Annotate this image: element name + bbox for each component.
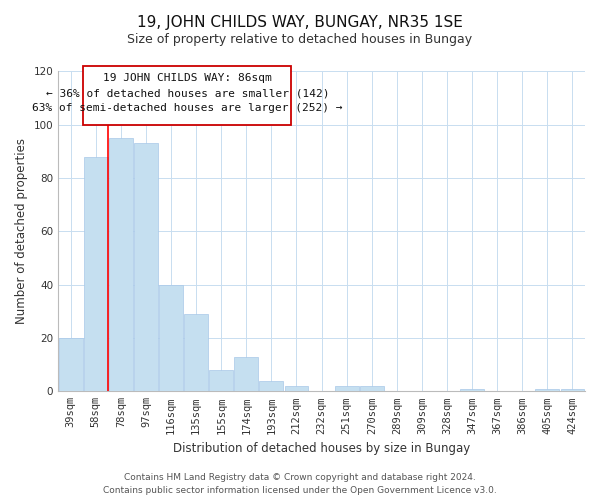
Text: 63% of semi-detached houses are larger (252) →: 63% of semi-detached houses are larger (…	[32, 104, 343, 114]
Text: Contains HM Land Registry data © Crown copyright and database right 2024.
Contai: Contains HM Land Registry data © Crown c…	[103, 473, 497, 495]
Bar	[235, 356, 258, 392]
Bar	[209, 370, 233, 392]
Bar	[184, 314, 208, 392]
Bar	[460, 388, 484, 392]
Bar	[284, 386, 308, 392]
Bar	[335, 386, 359, 392]
Bar	[560, 388, 584, 392]
Bar	[134, 144, 158, 392]
FancyBboxPatch shape	[83, 66, 292, 124]
X-axis label: Distribution of detached houses by size in Bungay: Distribution of detached houses by size …	[173, 442, 470, 455]
Bar	[59, 338, 83, 392]
Text: Size of property relative to detached houses in Bungay: Size of property relative to detached ho…	[127, 32, 473, 46]
Bar	[259, 380, 283, 392]
Bar	[84, 156, 108, 392]
Bar	[109, 138, 133, 392]
Text: 19, JOHN CHILDS WAY, BUNGAY, NR35 1SE: 19, JOHN CHILDS WAY, BUNGAY, NR35 1SE	[137, 15, 463, 30]
Bar	[360, 386, 383, 392]
Text: 19 JOHN CHILDS WAY: 86sqm: 19 JOHN CHILDS WAY: 86sqm	[103, 72, 272, 83]
Bar	[535, 388, 559, 392]
Bar	[159, 284, 183, 392]
Text: ← 36% of detached houses are smaller (142): ← 36% of detached houses are smaller (14…	[46, 88, 329, 99]
Y-axis label: Number of detached properties: Number of detached properties	[15, 138, 28, 324]
